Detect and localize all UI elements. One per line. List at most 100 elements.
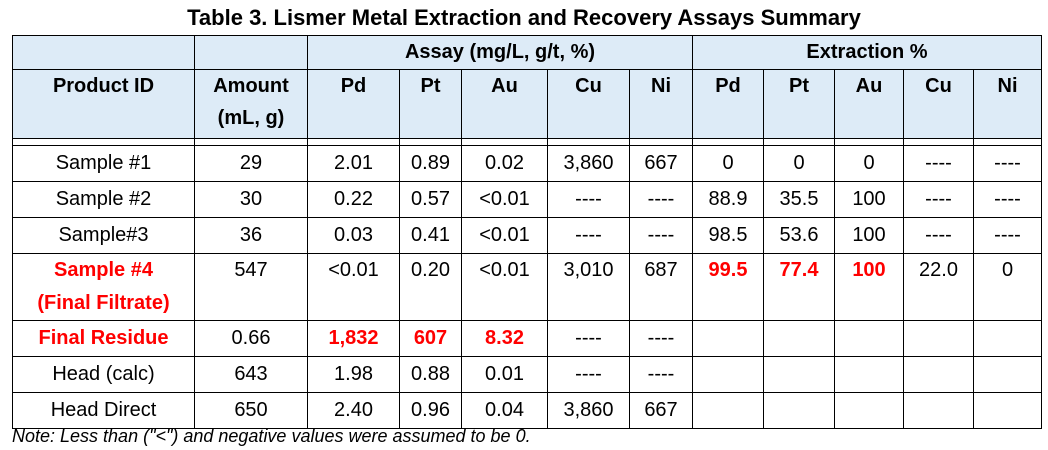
header-extraction-ni: Ni bbox=[973, 69, 1042, 139]
assay-pd-cell: 0.22 bbox=[307, 181, 400, 218]
header-row-columns: Product ID Amount (mL, g) Pd Pt Au Cu Ni … bbox=[12, 69, 1042, 139]
spacer-cell bbox=[692, 138, 764, 146]
assay-cu-cell: ---- bbox=[547, 181, 630, 218]
assay-au-cell: 0.01 bbox=[461, 356, 548, 393]
extraction-pd-cell: 0 bbox=[692, 145, 764, 182]
product-id-cell: Head Direct bbox=[12, 392, 195, 429]
spacer-cell bbox=[194, 138, 308, 146]
amount-cell: 30 bbox=[194, 181, 308, 218]
spacer-cell bbox=[973, 138, 1042, 146]
extraction-pd-cell bbox=[692, 392, 764, 429]
assay-ni-cell: ---- bbox=[629, 320, 693, 357]
extraction-pt-cell: 35.5 bbox=[763, 181, 835, 218]
extraction-cu-cell: 22.0 bbox=[903, 253, 974, 321]
header-assay-ni: Ni bbox=[629, 69, 693, 139]
header-extraction-group: Extraction % bbox=[692, 35, 1042, 70]
amount-cell: 0.66 bbox=[194, 320, 308, 357]
extraction-cu-cell: ---- bbox=[903, 181, 974, 218]
assay-ni-cell: ---- bbox=[629, 181, 693, 218]
header-assay-cu: Cu bbox=[547, 69, 630, 139]
extraction-au-cell: 0 bbox=[834, 145, 904, 182]
assay-ni-cell: ---- bbox=[629, 217, 693, 254]
assay-ni-cell: ---- bbox=[629, 356, 693, 393]
assay-cu-cell: 3,860 bbox=[547, 145, 630, 182]
amount-cell: 547 bbox=[194, 253, 308, 321]
header-extraction-pd: Pd bbox=[692, 69, 764, 139]
extraction-au-cell: 100 bbox=[834, 217, 904, 254]
assay-pd-cell: 2.01 bbox=[307, 145, 400, 182]
table-row: Sample#3 36 0.03 0.41 <0.01 ---- ---- 98… bbox=[12, 217, 1042, 254]
table-note: Note: Less than ("<") and negative value… bbox=[12, 426, 531, 446]
assay-pd-cell: 1,832 bbox=[307, 320, 400, 357]
extraction-ni-cell bbox=[973, 392, 1042, 429]
product-id-cell: Sample#3 bbox=[12, 217, 195, 254]
product-id-cell: Sample #2 bbox=[12, 181, 195, 218]
table-row: Sample #1 29 2.01 0.89 0.02 3,860 667 0 … bbox=[12, 145, 1042, 182]
assay-cu-cell: 3,860 bbox=[547, 392, 630, 429]
assay-au-cell: 8.32 bbox=[461, 320, 548, 357]
extraction-au-cell bbox=[834, 392, 904, 429]
header-extraction-au: Au bbox=[834, 69, 904, 139]
table-row: Sample #2 30 0.22 0.57 <0.01 ---- ---- 8… bbox=[12, 181, 1042, 218]
extraction-pd-cell: 98.5 bbox=[692, 217, 764, 254]
assay-au-cell: <0.01 bbox=[461, 181, 548, 218]
assay-pt-cell: 0.96 bbox=[399, 392, 462, 429]
spacer-cell bbox=[547, 138, 630, 146]
product-id-cell: Final Residue bbox=[12, 320, 195, 357]
assay-ni-cell: 667 bbox=[629, 392, 693, 429]
extraction-ni-cell: ---- bbox=[973, 181, 1042, 218]
extraction-ni-cell bbox=[973, 356, 1042, 393]
header-assay-pt: Pt bbox=[399, 69, 462, 139]
header-spacer-row bbox=[12, 138, 1042, 146]
table-title: Table 3. Lismer Metal Extraction and Rec… bbox=[187, 5, 861, 30]
spacer-cell bbox=[399, 138, 462, 146]
header-blank-id bbox=[12, 35, 195, 70]
amount-cell: 36 bbox=[194, 217, 308, 254]
spacer-cell bbox=[629, 138, 693, 146]
extraction-ni-cell: ---- bbox=[973, 217, 1042, 254]
extraction-au-cell: 100 bbox=[834, 181, 904, 218]
spacer-cell bbox=[834, 138, 904, 146]
extraction-ni-cell bbox=[973, 320, 1042, 357]
extraction-au-cell: 100 bbox=[834, 253, 904, 321]
spacer-cell bbox=[763, 138, 835, 146]
assay-summary-table: Assay (mg/L, g/t, %) Extraction % Produc… bbox=[12, 35, 1042, 429]
extraction-pt-cell bbox=[763, 320, 835, 357]
assay-au-cell: <0.01 bbox=[461, 253, 548, 321]
extraction-ni-cell: ---- bbox=[973, 145, 1042, 182]
header-row-groups: Assay (mg/L, g/t, %) Extraction % bbox=[12, 35, 1042, 70]
assay-pt-cell: 0.89 bbox=[399, 145, 462, 182]
assay-au-cell: 0.02 bbox=[461, 145, 548, 182]
extraction-cu-cell: ---- bbox=[903, 217, 974, 254]
extraction-cu-cell bbox=[903, 356, 974, 393]
assay-cu-cell: ---- bbox=[547, 217, 630, 254]
amount-cell: 29 bbox=[194, 145, 308, 182]
extraction-au-cell bbox=[834, 320, 904, 357]
header-assay-group: Assay (mg/L, g/t, %) bbox=[307, 35, 693, 70]
assay-pt-cell: 0.41 bbox=[399, 217, 462, 254]
assay-pt-cell: 607 bbox=[399, 320, 462, 357]
extraction-pd-cell bbox=[692, 320, 764, 357]
assay-ni-cell: 687 bbox=[629, 253, 693, 321]
product-id-cell: Sample #4 (Final Filtrate) bbox=[12, 253, 195, 321]
extraction-cu-cell bbox=[903, 392, 974, 429]
extraction-ni-cell: 0 bbox=[973, 253, 1042, 321]
extraction-pt-cell: 53.6 bbox=[763, 217, 835, 254]
assay-pt-cell: 0.57 bbox=[399, 181, 462, 218]
assay-pt-cell: 0.88 bbox=[399, 356, 462, 393]
product-id-cell: Sample #1 bbox=[12, 145, 195, 182]
header-amount-line2: (mL, g) bbox=[217, 107, 285, 129]
extraction-pt-cell bbox=[763, 392, 835, 429]
product-id-line1: Sample #4 bbox=[54, 259, 153, 281]
amount-cell: 650 bbox=[194, 392, 308, 429]
amount-cell: 643 bbox=[194, 356, 308, 393]
spacer-cell bbox=[461, 138, 548, 146]
header-assay-pd: Pd bbox=[307, 69, 400, 139]
table-row: Final Residue 0.66 1,832 607 8.32 ---- -… bbox=[12, 320, 1042, 357]
assay-cu-cell: ---- bbox=[547, 320, 630, 357]
extraction-cu-cell bbox=[903, 320, 974, 357]
spacer-cell bbox=[12, 138, 195, 146]
spacer-cell bbox=[307, 138, 400, 146]
header-extraction-pt: Pt bbox=[763, 69, 835, 139]
assay-cu-cell: ---- bbox=[547, 356, 630, 393]
